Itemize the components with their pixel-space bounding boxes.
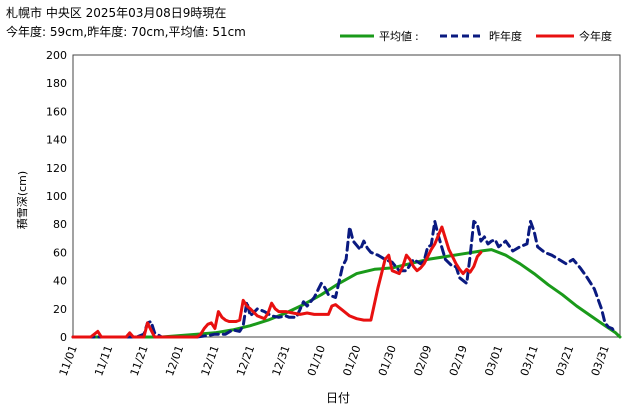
x-tick-label: 12/01 xyxy=(163,344,186,378)
chart-header: 札幌市 中央区 2025年03月08日9時現在 今年度: 59cm,昨年度: 7… xyxy=(6,4,246,42)
y-tick-label: 140 xyxy=(46,134,67,147)
y-tick-label: 200 xyxy=(46,49,67,62)
series-line-1 xyxy=(71,219,618,339)
series-line-2 xyxy=(71,225,483,339)
x-tick-label: 01/10 xyxy=(305,344,328,378)
x-tick-label: 03/31 xyxy=(589,344,612,378)
y-tick-label: 120 xyxy=(46,162,67,175)
y-axis-label: 積雪深(cm) xyxy=(15,171,29,229)
x-tick-label: 03/11 xyxy=(518,344,541,378)
y-tick-label: 20 xyxy=(53,303,67,316)
y-tick-label: 160 xyxy=(46,105,67,118)
x-tick-label: 12/31 xyxy=(270,344,293,378)
y-tick-label: 60 xyxy=(53,246,67,259)
legend-label-this-year: 今年度 xyxy=(579,30,612,43)
plot-frame xyxy=(72,54,621,338)
series-lines xyxy=(71,219,622,339)
x-tick-labels: 11/01 11/11 11/21 12/01 12/11 12/21 12/31 01/10… xyxy=(57,344,612,378)
x-tick-label: 12/21 xyxy=(234,344,257,378)
x-tick-label: 11/21 xyxy=(128,344,151,378)
x-tick-label: 01/30 xyxy=(376,344,399,378)
x-tick-label: 11/01 xyxy=(57,344,80,378)
y-tick-label: 40 xyxy=(53,275,67,288)
x-tick-label: 03/21 xyxy=(553,344,576,378)
y-tick-label: 0 xyxy=(60,331,67,344)
x-tick-label: 12/11 xyxy=(199,344,222,378)
legend-label-average: 平均値 xyxy=(379,30,412,43)
y-tick-label: 100 xyxy=(46,190,67,203)
legend-item-last-year: 昨年度 xyxy=(440,28,522,44)
legend-item-average: 平均値: xyxy=(340,29,419,43)
x-tick-label: 02/19 xyxy=(447,344,470,378)
y-tick-label: 180 xyxy=(46,77,67,90)
y-tick-labels: 0 20 40 60 80 100 120 140 160 180 200 xyxy=(46,49,67,344)
x-tick-label: 02/09 xyxy=(411,344,434,378)
plot-border xyxy=(72,54,621,338)
plot-area xyxy=(73,55,620,337)
legend-label-last-year: 昨年度 xyxy=(489,30,522,43)
location-date-line: 札幌市 中央区 2025年03月08日9時現在 xyxy=(6,6,227,20)
x-tick-label: 11/11 xyxy=(92,344,115,378)
x-axis-label: 日付 xyxy=(326,391,350,405)
legend-item-this-year: 今年度 xyxy=(536,28,612,44)
x-tick-label: 03/01 xyxy=(482,344,505,378)
x-tick-label: 01/20 xyxy=(340,344,363,378)
summary-line: 今年度: 59cm,昨年度: 70cm,平均値: 51cm xyxy=(6,25,246,39)
y-tick-label: 80 xyxy=(53,218,67,231)
